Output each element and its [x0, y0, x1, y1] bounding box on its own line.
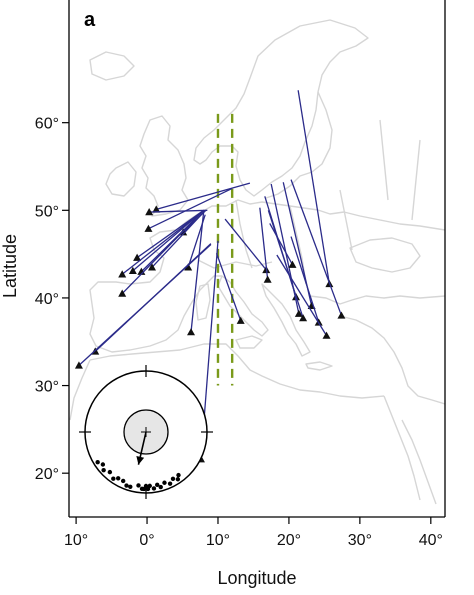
migration-track	[121, 209, 205, 295]
y-tick-label: 50°	[35, 203, 59, 220]
x-axis-label: Longitude	[217, 568, 296, 588]
track-end-marker	[152, 205, 161, 213]
migration-track	[290, 236, 320, 323]
bearing-dot	[120, 478, 126, 484]
track-end-marker	[263, 275, 272, 283]
bearing-dot	[147, 483, 152, 489]
y-axis-ticks: 20° 30° 40° 50° 60°	[35, 116, 69, 483]
y-axis-label: Latitude	[0, 234, 20, 298]
bearing-dot	[170, 476, 176, 481]
bearing-dot	[151, 486, 157, 491]
migration-track	[78, 244, 212, 366]
track-end-marker	[148, 263, 157, 271]
bearing-dot	[101, 467, 106, 473]
y-tick-label: 40°	[35, 291, 59, 308]
migration-track	[151, 211, 205, 268]
migration-track	[224, 218, 267, 271]
track-end-marker	[144, 224, 153, 232]
y-tick-label: 60°	[35, 116, 59, 133]
track-end-marker	[128, 266, 137, 274]
track-end-marker	[145, 208, 154, 216]
plot-frame	[68, 0, 446, 518]
migration-track	[136, 209, 205, 259]
track-end-marker	[236, 316, 245, 324]
migration-tracks	[74, 90, 346, 463]
migration-track	[290, 179, 343, 316]
migration-track	[149, 209, 208, 213]
bearing-dot	[141, 486, 147, 492]
track-end-marker	[288, 260, 297, 268]
migration-track	[215, 253, 242, 321]
bearing-dot	[167, 481, 173, 486]
migration-track	[190, 210, 205, 333]
migration-track	[297, 90, 331, 285]
migration-track	[259, 207, 269, 280]
track-end-marker	[74, 361, 83, 369]
bearing-dot	[124, 483, 129, 488]
mean-vector-arrowhead	[136, 455, 145, 465]
migration-track	[156, 182, 251, 211]
track-end-marker	[187, 328, 196, 336]
x-axis-ticks: 10° 0° 10° 20° 30° 40°	[64, 517, 443, 549]
bearing-dot	[162, 480, 167, 485]
bearing-dot	[111, 476, 116, 481]
x-tick-label: 10°	[64, 532, 88, 549]
bearing-dot	[176, 472, 181, 478]
x-tick-label: 0°	[139, 532, 154, 549]
track-end-marker	[294, 309, 303, 317]
migration-track	[121, 209, 205, 275]
track-end-marker	[133, 253, 142, 261]
bearing-dot	[100, 462, 106, 467]
x-tick-label: 10°	[206, 532, 230, 549]
migration-track	[132, 209, 205, 272]
x-tick-label: 30°	[348, 532, 372, 549]
y-tick-label: 30°	[35, 379, 59, 396]
track-end-marker	[118, 289, 127, 297]
track-end-marker	[118, 270, 127, 278]
track-end-marker	[337, 311, 346, 319]
migration-track	[269, 223, 294, 265]
track-end-marker	[184, 263, 193, 271]
x-tick-label: 20°	[277, 532, 301, 549]
bearing-dot	[107, 469, 113, 475]
bearing-dot	[95, 460, 100, 465]
track-end-marker	[322, 331, 331, 339]
coastline-outlines	[69, 19, 445, 505]
bearing-dot	[155, 482, 160, 488]
track-end-marker	[299, 314, 308, 322]
y-tick-label: 20°	[35, 466, 59, 483]
bearing-dot	[128, 484, 133, 489]
circular-orientation-inset	[79, 365, 213, 499]
x-tick-label: 40°	[419, 532, 443, 549]
migration-track	[148, 187, 233, 230]
bearing-dot	[158, 484, 163, 490]
bearing-dot	[136, 483, 141, 488]
migration-track	[276, 254, 328, 336]
migration-track	[267, 210, 304, 319]
barrier-lines	[216, 113, 234, 386]
track-end-marker	[137, 267, 146, 275]
panel-label: a	[84, 9, 96, 31]
bearing-dot	[175, 477, 181, 482]
bearing-dot	[115, 476, 121, 481]
